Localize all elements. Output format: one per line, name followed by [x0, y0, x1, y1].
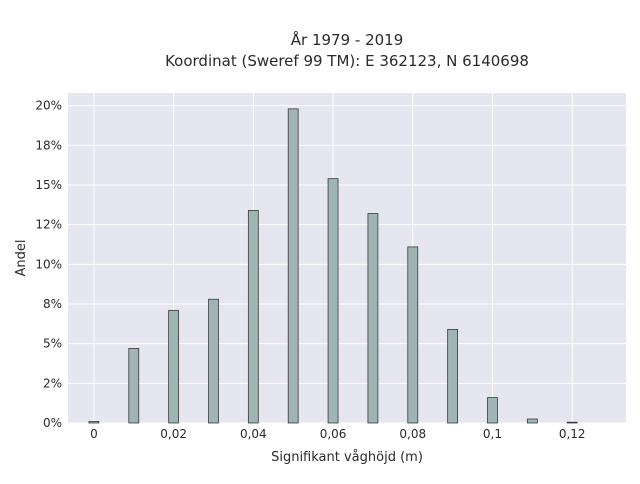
plot-area [68, 93, 626, 423]
y-tick-label: 5% [43, 337, 62, 351]
y-tick-label: 12% [35, 218, 62, 232]
x-tick-label: 0,12 [559, 427, 586, 441]
x-tick-label: 0 [90, 427, 98, 441]
bar [447, 328, 459, 424]
bar [208, 298, 219, 424]
y-tick-label: 18% [35, 138, 62, 152]
bar [566, 421, 578, 424]
y-tick-label: 8% [43, 297, 62, 311]
bar [407, 246, 419, 424]
y-tick-label: 2% [43, 376, 62, 390]
y-tick-label: 20% [35, 99, 62, 113]
bar [367, 213, 379, 424]
x-tick-label: 0,08 [399, 427, 426, 441]
x-tick-label: 0,06 [320, 427, 347, 441]
bar [128, 348, 140, 424]
bar [247, 210, 259, 424]
chart-title-line-2: Koordinat (Sweref 99 TM): E 362123, N 61… [165, 52, 529, 70]
x-axis-ticks: 0 0,02 0,04 0,06 0,08 0,1 0,12 [90, 427, 585, 441]
y-tick-label: 0% [43, 416, 62, 430]
x-axis-label: Signifikant våghöjd (m) [271, 450, 423, 465]
bar [168, 309, 180, 424]
y-axis-label: Andel [14, 240, 29, 277]
y-tick-label: 15% [35, 178, 62, 192]
x-tick-label: 0,02 [160, 427, 187, 441]
x-tick-label: 0,1 [483, 427, 502, 441]
bar [487, 397, 498, 424]
chart-title-line-1: År 1979 - 2019 [291, 30, 404, 49]
bar [287, 108, 299, 424]
y-axis-ticks: 0% 2% 5% 8% 10% 12% 15% 18% 20% [35, 99, 62, 430]
bar [526, 418, 538, 424]
y-tick-label: 10% [35, 257, 62, 271]
bars [88, 108, 578, 424]
x-tick-label: 0,04 [240, 427, 267, 441]
bar [327, 178, 339, 424]
grid-lines [68, 93, 626, 424]
bar [88, 421, 100, 424]
